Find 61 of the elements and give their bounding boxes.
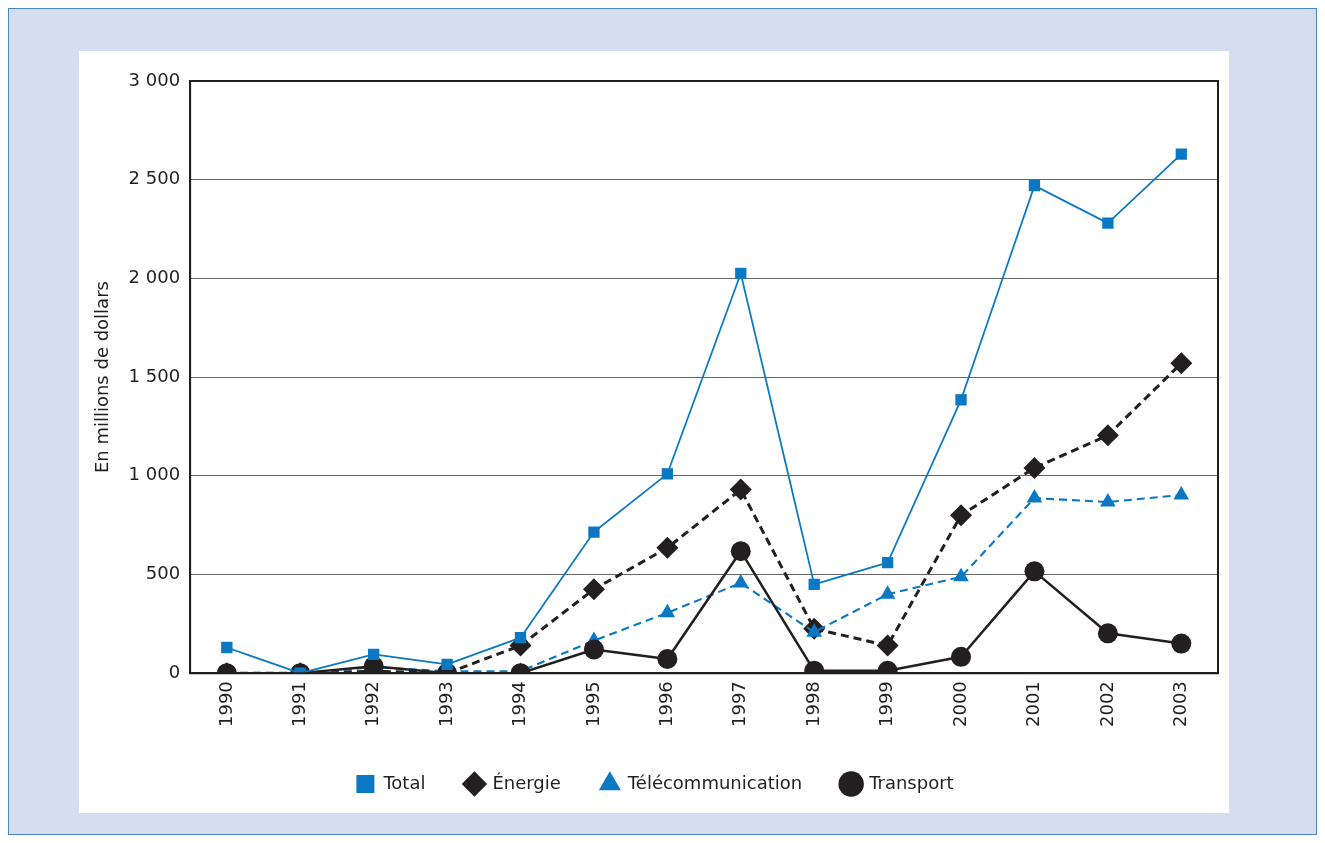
point (1023, 456, 1046, 479)
point (1170, 352, 1193, 375)
y-tick-label: 3 000 (128, 68, 181, 90)
y-tick-label: 1 500 (128, 364, 181, 386)
x-tick-label: 1990 (214, 681, 236, 727)
point (441, 658, 453, 670)
point (582, 578, 605, 601)
point (368, 648, 380, 661)
point (955, 394, 967, 406)
point (659, 603, 676, 618)
point (1097, 623, 1118, 644)
y-tick-label: 2 500 (128, 167, 181, 189)
point (881, 556, 894, 569)
legend-label: Télécommunication (626, 771, 803, 793)
point (1171, 633, 1192, 654)
legend-label: Énergie (492, 771, 561, 793)
point (1026, 489, 1043, 503)
point (1173, 485, 1190, 500)
point (735, 267, 747, 280)
x-tick-label: 1992 (361, 681, 383, 727)
point (1175, 148, 1187, 160)
x-tick-label: 2001 (1022, 681, 1044, 727)
point (876, 634, 899, 657)
x-tick-label: 1998 (801, 681, 823, 727)
point (730, 541, 751, 562)
point (1096, 424, 1119, 447)
legend-label: Transport (868, 771, 954, 793)
y-tick-label: 500 (145, 562, 181, 584)
y-axis-title: En millions de dollars (91, 281, 113, 474)
x-tick-label: 1994 (508, 681, 530, 727)
point (1100, 493, 1116, 507)
x-tick-label: 2000 (948, 681, 970, 727)
point (221, 641, 233, 654)
x-tick-label: 1996 (655, 681, 677, 727)
point (656, 536, 679, 559)
point (808, 578, 820, 591)
point (661, 468, 674, 480)
x-tick-label: 1999 (875, 681, 897, 727)
point (588, 526, 600, 538)
y-tick-label: 1 000 (128, 463, 181, 485)
x-tick-label: 1991 (287, 681, 309, 727)
point (657, 648, 678, 669)
point (1102, 217, 1114, 229)
x-tick-label: 1997 (728, 681, 750, 727)
legend-label: Total (382, 771, 426, 793)
x-tick-label: 1995 (581, 681, 603, 727)
point (953, 567, 969, 582)
point (732, 573, 749, 588)
point (1024, 561, 1045, 582)
y-tick-label: 0 (168, 660, 181, 682)
x-tick-label: 2003 (1168, 681, 1190, 727)
x-tick-label: 2002 (1095, 681, 1117, 727)
point (583, 639, 604, 660)
point (729, 478, 752, 501)
point (879, 585, 896, 599)
point (951, 646, 972, 667)
y-tick-label: 2 000 (128, 266, 181, 288)
point (950, 504, 973, 527)
point (514, 632, 527, 644)
x-tick-label: 1993 (434, 681, 456, 727)
point (1028, 179, 1041, 192)
